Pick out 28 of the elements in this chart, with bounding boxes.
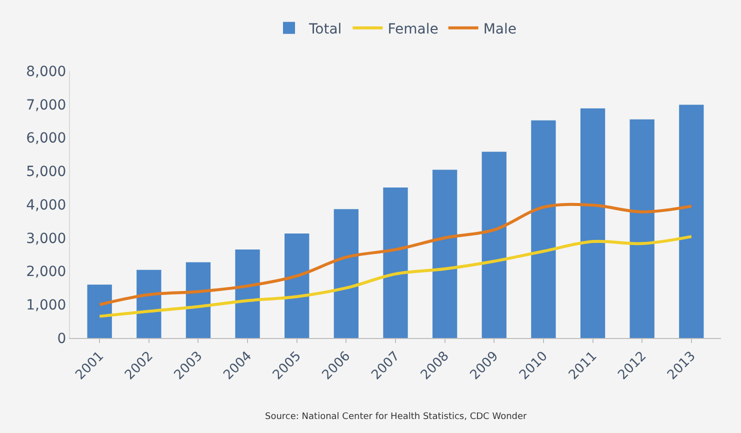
y-tick-label: 8,000 [26, 64, 66, 80]
bar [679, 104, 704, 338]
bar [235, 250, 260, 338]
bar [136, 270, 162, 338]
bar [482, 152, 506, 338]
source-note: Source: National Center for Health Statistics, CDC Wonder [265, 412, 528, 422]
bar [334, 209, 359, 338]
y-tick-label: 3,000 [26, 230, 66, 247]
y-tick-label: 7,000 [26, 97, 66, 114]
legend-label: Total [308, 21, 342, 38]
bar [186, 262, 211, 338]
y-tick-label: 4,000 [26, 197, 66, 214]
line-series [98, 235, 693, 318]
y-tick-label: 2,000 [26, 264, 66, 280]
legend-label: Male [483, 21, 516, 38]
y-tick-label: 5,000 [26, 164, 66, 180]
legend-label: Female [388, 21, 438, 38]
bar [87, 284, 112, 338]
bar [630, 119, 654, 338]
bar [383, 187, 408, 338]
y-tick-label: 6,000 [26, 130, 66, 147]
bar [580, 108, 606, 338]
line-series [98, 202, 693, 306]
y-tick-label: 1,000 [26, 298, 66, 314]
bar [432, 170, 458, 338]
bar [531, 120, 556, 338]
y-tick-label: 0 [57, 330, 66, 347]
bar [284, 234, 310, 338]
